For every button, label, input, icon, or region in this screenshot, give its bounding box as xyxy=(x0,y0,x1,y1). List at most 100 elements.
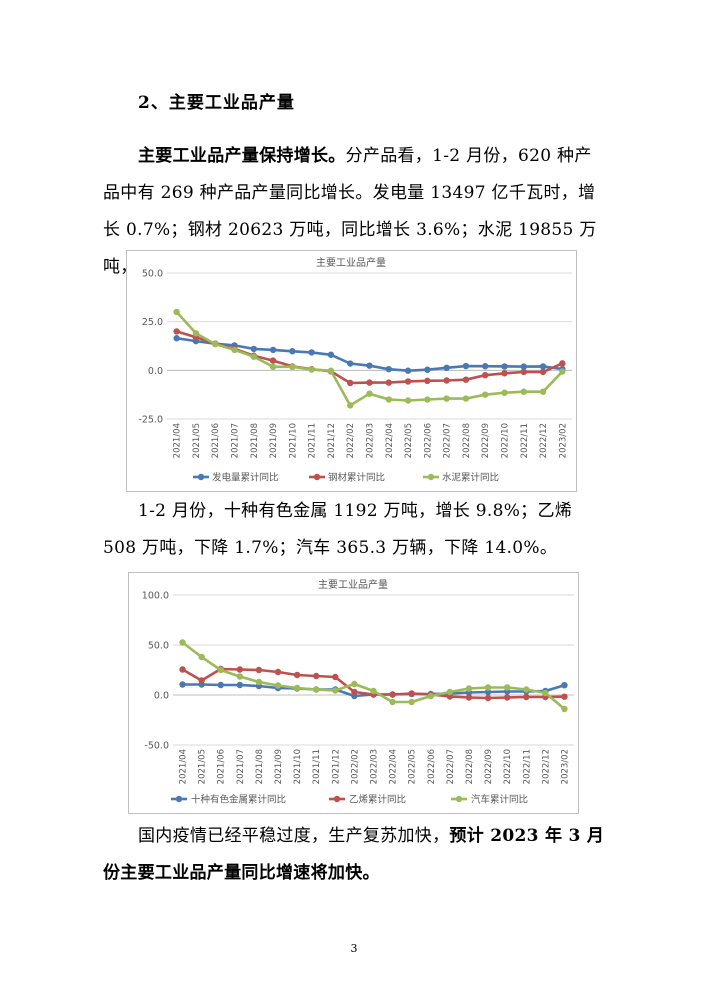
x-tick-label: 2021/10 xyxy=(293,749,303,784)
chart-main-products-2: 主要工业品产量 100.0 50.0 0.0 -50.0 2021/04 2021/05 20… xyxy=(128,572,579,814)
data-point xyxy=(523,686,530,693)
data-point xyxy=(424,396,431,403)
legend-swatch-marker xyxy=(455,795,463,803)
x-tick-label: 2022/02 xyxy=(346,423,356,458)
x-tick-label: 2021/11 xyxy=(308,423,318,458)
data-point xyxy=(520,388,527,395)
data-point xyxy=(408,698,415,706)
legend-label: 十种有色金属累计同比 xyxy=(191,794,286,806)
data-point xyxy=(313,672,320,680)
x-tick-label: 2022/12 xyxy=(539,423,549,458)
data-point xyxy=(332,673,339,681)
data-point xyxy=(192,330,200,337)
data-point xyxy=(366,390,373,397)
x-tick-label: 2021/04 xyxy=(173,423,183,458)
data-point xyxy=(385,396,392,403)
x-tick-label: 2022/09 xyxy=(481,423,491,458)
data-point xyxy=(236,673,244,680)
x-tick-label: 2022/12 xyxy=(541,749,551,784)
x-tick-label: 2021/07 xyxy=(236,749,246,784)
x-tick-label: 2021/08 xyxy=(255,749,265,784)
data-point xyxy=(539,368,547,376)
data-point xyxy=(236,666,244,673)
x-tick-label: 2021/12 xyxy=(327,423,337,458)
data-point xyxy=(179,666,186,673)
data-point xyxy=(389,698,396,706)
x-tick-label: 2022/05 xyxy=(408,749,418,784)
data-point xyxy=(351,688,358,696)
data-point xyxy=(269,363,277,371)
data-point xyxy=(482,372,489,379)
legend-label: 汽车累计同比 xyxy=(471,794,528,806)
data-point xyxy=(501,389,508,396)
data-point xyxy=(269,357,277,364)
data-point xyxy=(446,688,454,696)
y-tick-label: 50.0 xyxy=(142,269,163,280)
x-tick-label: 2021/07 xyxy=(231,423,241,458)
x-tick-label: 2021/12 xyxy=(331,749,341,784)
y-tick-label: -25.0 xyxy=(138,415,163,426)
data-point xyxy=(308,366,315,373)
x-tick-label: 2023/02 xyxy=(560,749,570,784)
legend-label: 钢材累计同比 xyxy=(328,472,385,484)
legend-swatch-marker xyxy=(313,473,321,481)
data-point xyxy=(198,677,205,684)
paragraph-outlook: 国内疫情已经平稳过度，生产复苏加快，预计 2023 年 3 月份主要工业品产量同… xyxy=(103,818,608,892)
data-point xyxy=(404,378,412,385)
data-point xyxy=(212,340,219,348)
legend-label: 发电量累计同比 xyxy=(212,472,279,484)
data-point xyxy=(231,346,238,354)
data-point xyxy=(217,681,224,689)
x-tick-label: 2021/10 xyxy=(288,423,298,458)
data-point xyxy=(173,308,180,316)
data-point xyxy=(327,367,335,374)
y-tick-label: 50.0 xyxy=(148,641,169,652)
x-tick-label: 2022/03 xyxy=(366,423,376,458)
data-point xyxy=(501,370,508,377)
data-point xyxy=(366,379,373,386)
y-tick-label: -50.0 xyxy=(144,741,169,752)
x-tick-label: 2021/06 xyxy=(211,423,221,458)
data-point xyxy=(503,684,511,691)
data-point xyxy=(446,693,454,700)
legend-label: 乙烯累计同比 xyxy=(349,794,406,806)
x-tick-label: 2021/11 xyxy=(312,749,322,784)
x-tick-label: 2021/04 xyxy=(179,749,189,784)
data-point xyxy=(427,692,434,700)
data-point xyxy=(561,705,568,713)
data-point xyxy=(559,368,566,375)
data-point xyxy=(366,362,373,369)
data-point xyxy=(539,363,547,370)
data-point xyxy=(385,365,392,373)
data-point xyxy=(198,653,205,661)
data-point xyxy=(462,362,470,370)
data-point xyxy=(173,335,180,342)
data-point xyxy=(389,691,396,698)
data-point xyxy=(561,693,568,700)
data-point xyxy=(173,328,180,335)
data-point xyxy=(308,349,315,356)
chart-title: 主要工业品产量 xyxy=(316,256,386,269)
data-point xyxy=(443,395,450,402)
data-point xyxy=(559,360,566,367)
data-point xyxy=(293,671,301,679)
data-point xyxy=(520,363,527,370)
data-point xyxy=(347,379,354,387)
x-tick-label: 2022/07 xyxy=(443,423,453,458)
data-point xyxy=(347,360,354,367)
x-tick-label: 2022/10 xyxy=(503,749,513,784)
x-tick-label: 2022/04 xyxy=(385,423,395,458)
data-point xyxy=(539,388,547,395)
paragraph-industrial-output: 主要工业品产量保持增长。分产品看，1-2 月份，620 种产品中有 269 种产… xyxy=(103,138,608,286)
paragraph-forecast: 预计 2023 年 3 月份主要工业品产量同比增速将加快。 xyxy=(103,826,605,883)
x-tick-label: 2021/06 xyxy=(217,749,227,784)
data-point xyxy=(443,377,450,384)
data-point xyxy=(293,684,301,692)
x-tick-label: 2022/05 xyxy=(404,423,414,458)
data-point xyxy=(255,678,263,686)
data-point xyxy=(482,363,489,370)
x-tick-label: 2022/09 xyxy=(484,749,494,784)
data-point xyxy=(503,694,511,701)
data-point xyxy=(462,376,470,383)
data-point xyxy=(542,689,549,697)
